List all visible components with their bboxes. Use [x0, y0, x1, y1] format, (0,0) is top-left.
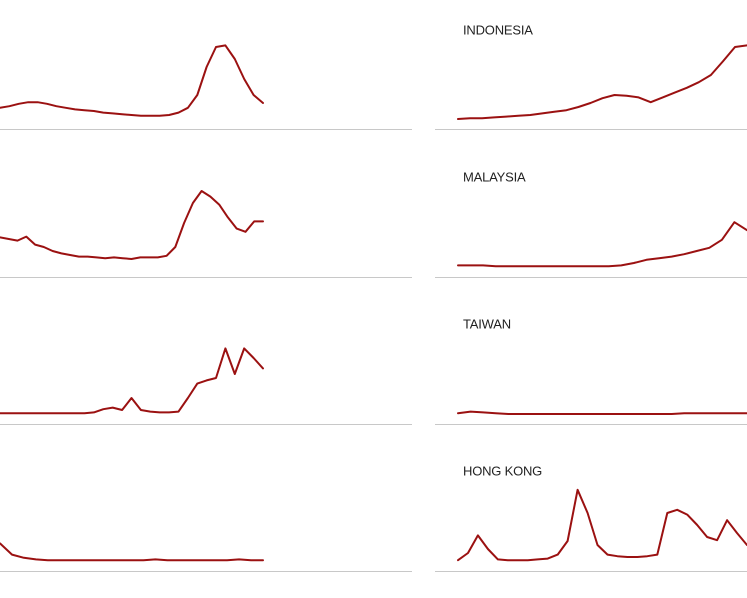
series-line	[457, 410, 747, 415]
panel-title: TAIWAN	[463, 316, 511, 331]
panel-title: HONG KONG	[463, 463, 542, 478]
series-line	[0, 190, 264, 260]
series-line	[0, 44, 264, 117]
series-line	[457, 44, 747, 120]
series-line	[0, 542, 264, 562]
series-line	[0, 347, 264, 415]
series-line	[457, 221, 747, 268]
panel-title: MALAYSIA	[463, 169, 526, 184]
series-line	[457, 488, 747, 562]
panel-title: INDONESIA	[463, 22, 533, 37]
